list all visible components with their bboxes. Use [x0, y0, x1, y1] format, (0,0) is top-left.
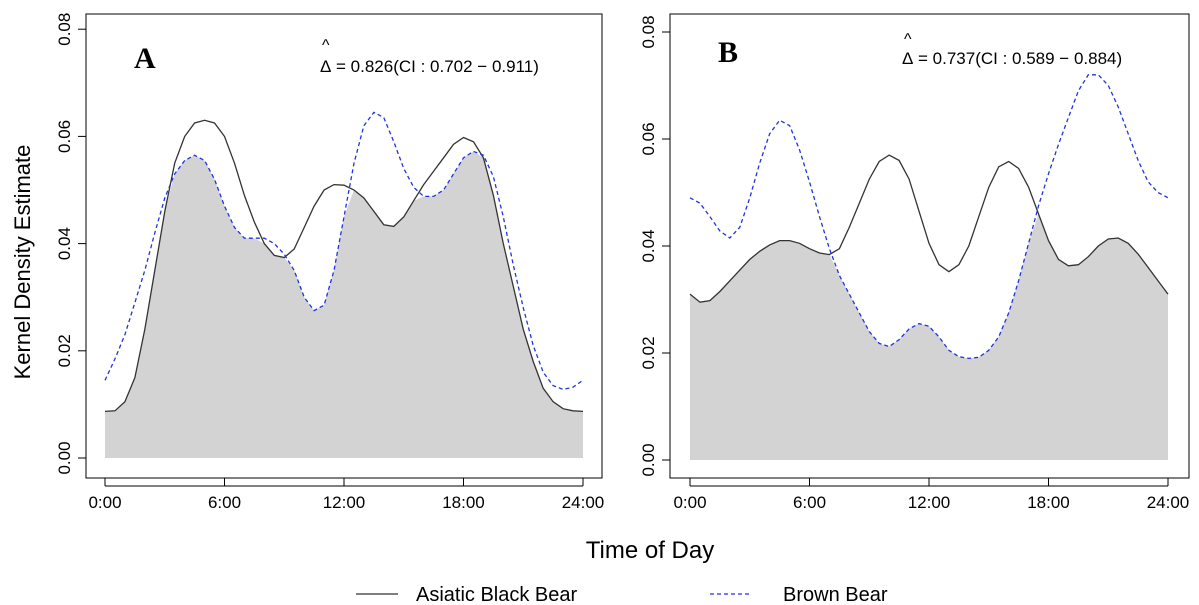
x-tick-label: 0:00 — [673, 493, 706, 512]
delta-symbol: Δ — [320, 57, 331, 76]
delta-symbol: Δ — [902, 49, 913, 68]
legend-label: Asiatic Black Bear — [416, 584, 578, 605]
overlap-annotation: = 0.826(CI : 0.702 − 0.911) — [336, 57, 539, 76]
legend: Asiatic Black Bear Brown Bear — [356, 584, 888, 605]
x-tick-label: 12:00 — [323, 493, 366, 512]
y-tick-label: 0.02 — [639, 336, 658, 369]
y-tick-label: 0.04 — [639, 229, 658, 262]
delta-hat: ^ — [904, 31, 912, 48]
series-line-brown-bear — [689, 74, 1169, 360]
delta-hat: ^ — [322, 37, 330, 54]
panel-label: A — [134, 42, 156, 75]
legend-label: Brown Bear — [783, 584, 888, 605]
x-tick-label: 6:00 — [793, 493, 826, 512]
overlap-annotation: = 0.737(CI : 0.589 − 0.884) — [918, 49, 1122, 68]
y-tick-label: 0.02 — [55, 334, 74, 367]
y-tick-label: 0.00 — [639, 443, 658, 476]
x-tick-label: 12:00 — [908, 493, 951, 512]
axis-ticks: 0:00 6:00 12:00 18:00 24:00 0.00 0.02 0.04 0.06 0… — [55, 13, 604, 512]
series-line-brown-bear — [104, 111, 584, 391]
density-lines — [689, 74, 1169, 360]
panel-label: B — [718, 36, 738, 69]
axis-ticks: 0:00 6:00 12:00 18:00 24:00 0.00 0.02 0.04 0.06 0… — [639, 15, 1189, 512]
y-tick-label: 0.00 — [55, 441, 74, 474]
density-lines — [104, 111, 584, 413]
x-tick-label: 18:00 — [1027, 493, 1070, 512]
series-line-black-bear — [104, 119, 584, 413]
y-tick-label: 0.08 — [639, 15, 658, 48]
panel-b: 0:00 6:00 12:00 18:00 24:00 0.00 0.02 0.04 0.06 0… — [639, 13, 1190, 512]
y-tick-label: 0.06 — [639, 122, 658, 155]
x-tick-label: 0:00 — [88, 493, 121, 512]
overlap-area — [690, 213, 1168, 460]
y-tick-label: 0.06 — [55, 120, 74, 153]
x-tick-label: 24:00 — [562, 493, 605, 512]
x-tick-label: 6:00 — [208, 493, 241, 512]
series-line-black-bear — [689, 154, 1169, 303]
overlap-region — [690, 213, 1168, 460]
panel-a: 0:00 6:00 12:00 18:00 24:00 0.00 0.02 0.04 0.06 0… — [55, 13, 604, 512]
x-axis-label: Time of Day — [586, 537, 714, 564]
overlap-area — [105, 151, 583, 458]
y-tick-label: 0.04 — [55, 227, 74, 260]
x-tick-label: 24:00 — [1147, 493, 1190, 512]
x-tick-label: 18:00 — [442, 493, 485, 512]
overlap-region — [105, 151, 583, 458]
y-axis-label: Kernel Density Estimate — [10, 145, 35, 380]
y-tick-label: 0.08 — [55, 13, 74, 46]
